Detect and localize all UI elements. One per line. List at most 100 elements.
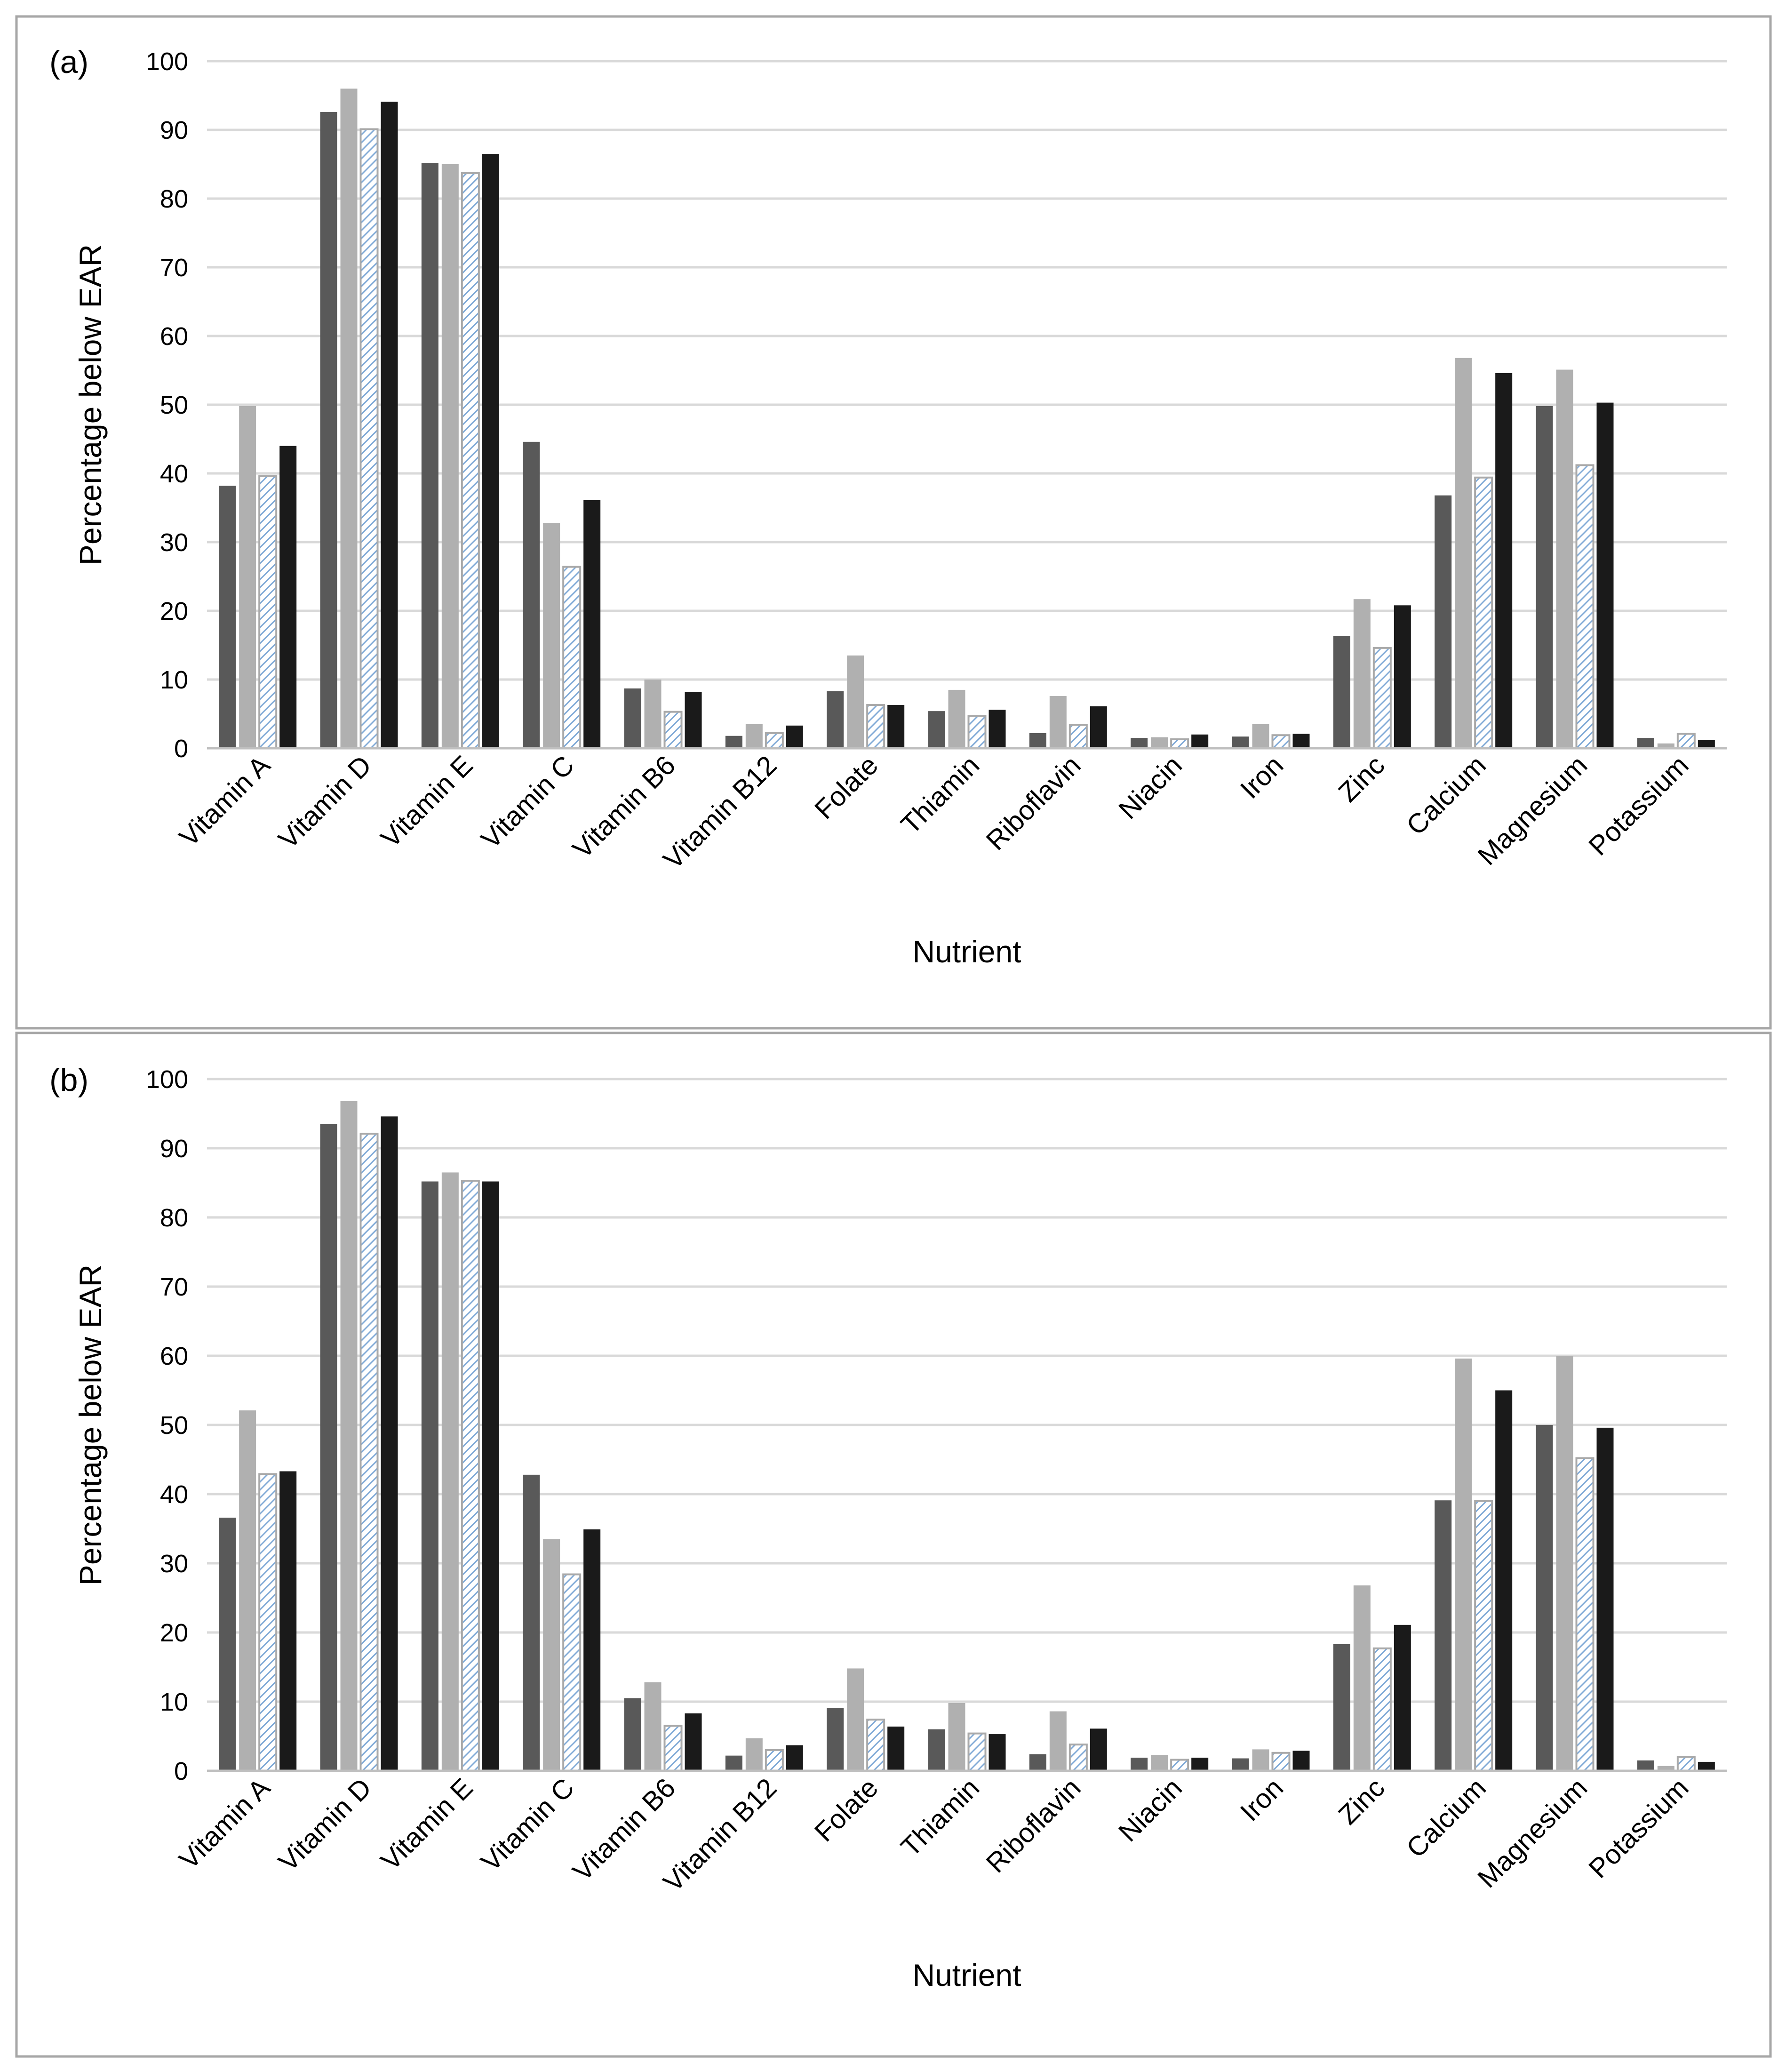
- bar-1: [219, 1517, 236, 1771]
- bar-1: [1232, 1758, 1249, 1771]
- bar-3: [461, 1180, 480, 1772]
- bar-3: [359, 1133, 379, 1772]
- bar-2: [1455, 358, 1472, 748]
- bar-4: [1191, 734, 1209, 748]
- bar-2: [1353, 1585, 1371, 1771]
- bar-1: [624, 688, 641, 748]
- bar-1: [1637, 738, 1654, 748]
- bar-4: [1292, 1751, 1310, 1771]
- x-category-label: Vitamin A: [173, 1772, 276, 1875]
- x-category-label: Magnesium: [1472, 1772, 1593, 1894]
- x-category-label: Vitamin C: [475, 750, 580, 855]
- bar-4: [381, 102, 398, 748]
- y-tick-label: 50: [160, 391, 188, 419]
- bar-3: [258, 475, 278, 749]
- x-category-label: Niacin: [1113, 1772, 1188, 1848]
- y-tick-label: 90: [160, 116, 188, 144]
- y-tick-label: 30: [160, 1550, 188, 1578]
- bar-4: [1698, 740, 1715, 748]
- bar-4: [279, 1471, 297, 1771]
- bar-4: [989, 710, 1006, 748]
- bar-3: [1170, 1759, 1189, 1772]
- panel-frame: [15, 1032, 1772, 2058]
- bar-1: [1131, 738, 1148, 748]
- bar-3: [1372, 647, 1392, 749]
- bar-4: [1394, 605, 1411, 748]
- y-tick-label: 70: [160, 1273, 188, 1301]
- bar-3: [967, 715, 987, 750]
- x-category-label: Calcium: [1401, 1772, 1492, 1864]
- bar-3: [1575, 1457, 1595, 1772]
- y-tick-label: 70: [160, 254, 188, 282]
- bar-2: [239, 1410, 256, 1771]
- bar-2: [745, 1738, 763, 1771]
- bar-2: [1556, 369, 1573, 748]
- bar-2: [1049, 1711, 1067, 1771]
- panel-label: (a): [49, 44, 88, 80]
- bar-2: [948, 1703, 965, 1771]
- y-tick-label: 10: [160, 1688, 188, 1716]
- x-category-label: Magnesium: [1472, 750, 1593, 871]
- y-tick-label: 0: [174, 1757, 188, 1785]
- bar-1: [827, 691, 844, 748]
- bar-1: [1435, 495, 1452, 748]
- bar-1: [725, 1755, 742, 1771]
- bar-2: [1252, 724, 1269, 748]
- bar-1: [928, 711, 945, 748]
- bar-4: [1495, 373, 1513, 748]
- x-category-label: Potassium: [1583, 750, 1694, 861]
- bar-4: [786, 725, 803, 748]
- bar-1: [1333, 636, 1350, 748]
- x-category-label: Vitamin D: [272, 1772, 377, 1877]
- bar-3: [258, 1473, 278, 1772]
- bar-4: [1191, 1758, 1209, 1771]
- bar-4: [482, 154, 499, 749]
- bar-1: [523, 441, 540, 748]
- bar-3: [1474, 476, 1493, 749]
- bar-2: [948, 689, 965, 748]
- y-tick-label: 80: [160, 1204, 188, 1232]
- bar-4: [482, 1181, 499, 1771]
- bar-3: [1676, 733, 1696, 749]
- y-tick-label: 50: [160, 1411, 188, 1440]
- x-category-label: Riboflavin: [980, 1772, 1086, 1879]
- bar-1: [219, 486, 236, 748]
- x-axis-title: Nutrient: [912, 934, 1021, 969]
- bar-3: [359, 128, 379, 749]
- bar-4: [583, 1529, 601, 1771]
- bar-2: [1455, 1358, 1472, 1771]
- bar-1: [725, 736, 742, 748]
- bar-3: [1474, 1500, 1493, 1772]
- y-tick-label: 80: [160, 185, 188, 213]
- x-category-label: Vitamin D: [272, 750, 377, 855]
- bar-3: [1271, 734, 1291, 750]
- bar-1: [1131, 1758, 1148, 1771]
- x-category-label: Folate: [809, 1772, 884, 1848]
- bar-1: [624, 1698, 641, 1771]
- x-category-label: Iron: [1235, 1772, 1290, 1827]
- bar-2: [1151, 1755, 1168, 1771]
- x-category-label: Iron: [1235, 750, 1290, 805]
- y-tick-label: 90: [160, 1135, 188, 1163]
- bar-4: [1394, 1624, 1411, 1771]
- bar-4: [381, 1116, 398, 1771]
- y-tick-label: 40: [160, 1480, 188, 1509]
- y-axis-title: Percentage below EAR: [73, 244, 108, 565]
- bar-3: [1575, 464, 1595, 749]
- y-tick-label: 20: [160, 597, 188, 625]
- x-category-label: Thiamin: [895, 1772, 985, 1863]
- y-tick-label: 60: [160, 322, 188, 351]
- bar-4: [279, 446, 297, 748]
- bar-2: [340, 88, 358, 748]
- y-tick-label: 40: [160, 460, 188, 488]
- bar-4: [1292, 734, 1310, 748]
- x-category-label: Vitamin A: [173, 750, 276, 853]
- bar-4: [1090, 706, 1107, 748]
- bar-2: [1657, 1766, 1674, 1771]
- bar-3: [866, 1719, 885, 1772]
- x-category-label: Vitamin C: [475, 1772, 580, 1877]
- bar-2: [441, 1172, 459, 1771]
- bar-3: [866, 704, 885, 750]
